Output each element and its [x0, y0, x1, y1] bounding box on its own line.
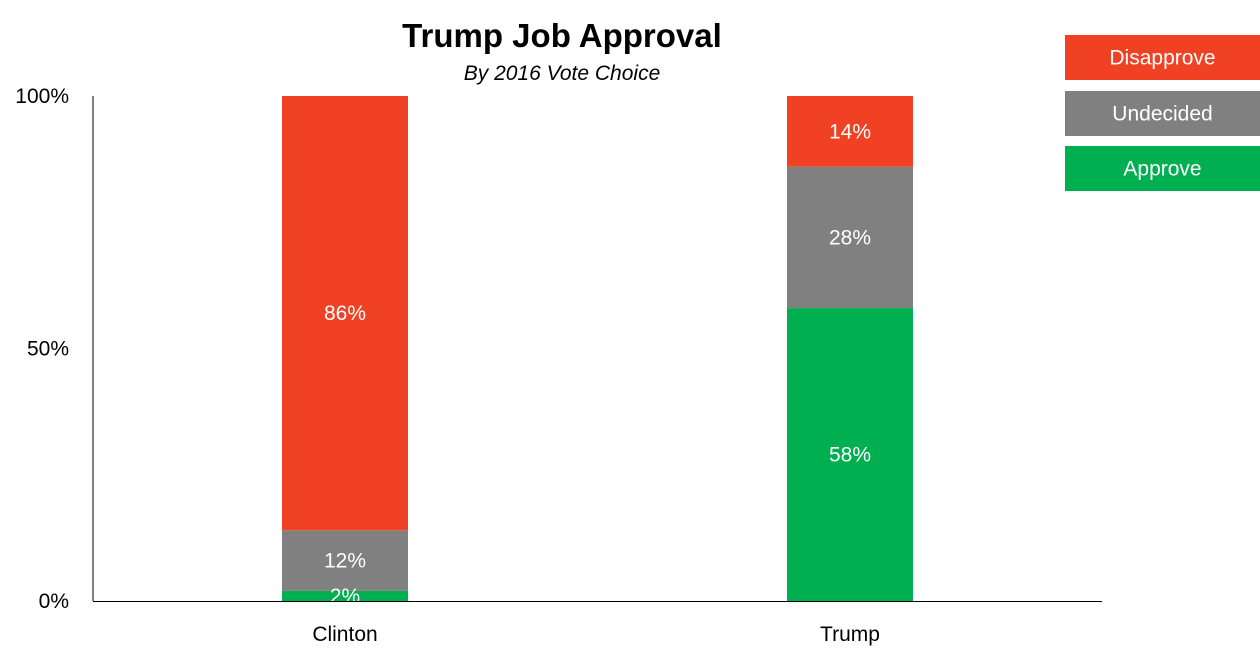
data-label-clinton-disapprove: 86% [324, 302, 366, 325]
legend-swatch-undecided [1065, 91, 1260, 136]
legend-item-disapprove: Disapprove [1065, 35, 1260, 80]
legend-label-undecided: Undecided [1112, 103, 1212, 126]
legend-label-approve: Approve [1123, 158, 1201, 181]
data-label-clinton-undecided: 12% [324, 550, 366, 573]
legend: Disapprove Undecided Approve [1065, 35, 1260, 191]
bar-clinton-approve [282, 590, 408, 601]
data-label-trump-undecided: 28% [829, 226, 871, 249]
data-label-trump-disapprove: 14% [829, 120, 871, 143]
legend-item-approve: Approve [1065, 146, 1260, 191]
plot-area: 2% 12% 86% 58% 28% 14% 0% 50% 100% Clinton Trump [15, 85, 1102, 646]
chart-subtitle: By 2016 Vote Choice [464, 62, 661, 85]
x-tick-label-trump: Trump [820, 623, 880, 646]
x-tick-label-clinton: Clinton [312, 623, 377, 646]
legend-swatch-approve [1065, 146, 1260, 191]
bar-clinton-undecided [282, 530, 408, 591]
y-tick-label: 0% [39, 590, 69, 613]
legend-label-disapprove: Disapprove [1109, 47, 1215, 70]
y-tick-label: 50% [27, 338, 69, 361]
chart-title: Trump Job Approval [402, 17, 722, 54]
bar-clinton-disapprove [282, 96, 408, 531]
bar-trump-disapprove [787, 96, 913, 167]
y-tick-label: 100% [15, 85, 69, 108]
legend-item-undecided: Undecided [1065, 91, 1260, 136]
data-label-trump-approve: 58% [829, 444, 871, 467]
bar-trump-approve [787, 308, 913, 601]
legend-swatch-disapprove [1065, 35, 1260, 80]
bar-trump-undecided [787, 166, 913, 309]
data-label-clinton-approve: 2% [330, 585, 360, 608]
